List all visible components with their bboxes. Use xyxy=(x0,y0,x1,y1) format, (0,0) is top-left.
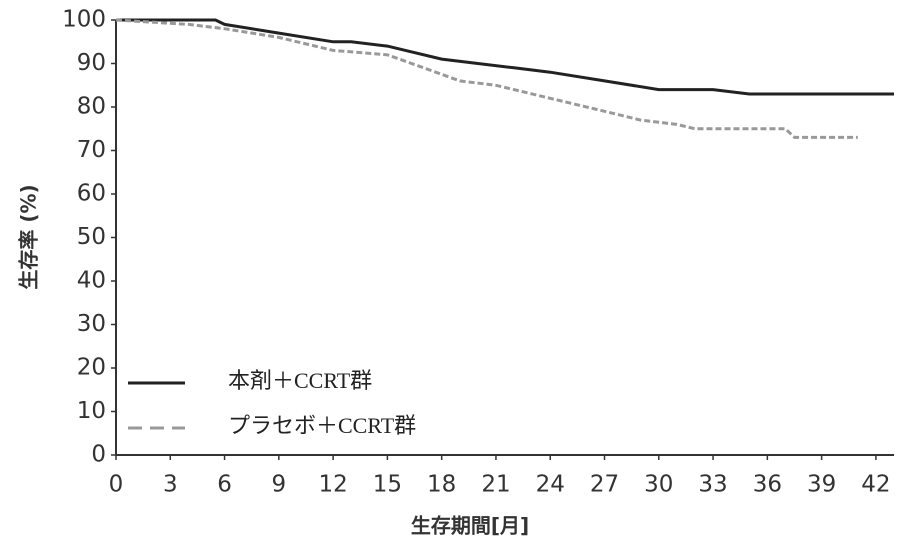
x-tick-label: 24 xyxy=(536,472,565,498)
y-tick-label: 10 xyxy=(77,398,106,424)
x-tick-label: 3 xyxy=(163,472,178,498)
x-tick-label: 33 xyxy=(698,472,727,498)
y-tick-label: 50 xyxy=(77,224,106,250)
x-tick-label: 39 xyxy=(807,472,836,498)
x-tick-label: 27 xyxy=(590,472,619,498)
y-tick-label: 80 xyxy=(77,94,106,120)
y-tick-label: 20 xyxy=(77,355,106,381)
x-tick-label: 0 xyxy=(109,472,124,498)
survival-line xyxy=(115,18,858,139)
y-tick-label: 60 xyxy=(77,181,106,207)
x-tick-label: 36 xyxy=(753,472,782,498)
y-tick-label: 100 xyxy=(62,7,106,33)
x-axis-label: 生存期間[月] xyxy=(411,514,529,538)
x-tick-label: 12 xyxy=(318,472,347,498)
y-tick-label: 40 xyxy=(77,268,106,294)
x-tick-label: 18 xyxy=(427,472,456,498)
x-tick-label: 15 xyxy=(373,472,402,498)
y-tick-label: 70 xyxy=(77,137,106,163)
legend-label: プラセボ＋CCRT群 xyxy=(228,413,416,438)
legend-label: 本剤＋CCRT群 xyxy=(228,368,372,393)
x-tick-label: 21 xyxy=(481,472,510,498)
x-tick-label: 6 xyxy=(217,472,232,498)
y-tick-label: 90 xyxy=(77,50,106,76)
survival-line xyxy=(116,18,894,96)
y-tick-label: 30 xyxy=(77,311,106,337)
x-tick-label: 30 xyxy=(644,472,673,498)
y-tick-label: 0 xyxy=(91,442,106,468)
y-axis-label: 生存率 (%) xyxy=(17,184,41,289)
x-tick-label: 9 xyxy=(272,472,287,498)
x-tick-label: 42 xyxy=(861,472,890,498)
